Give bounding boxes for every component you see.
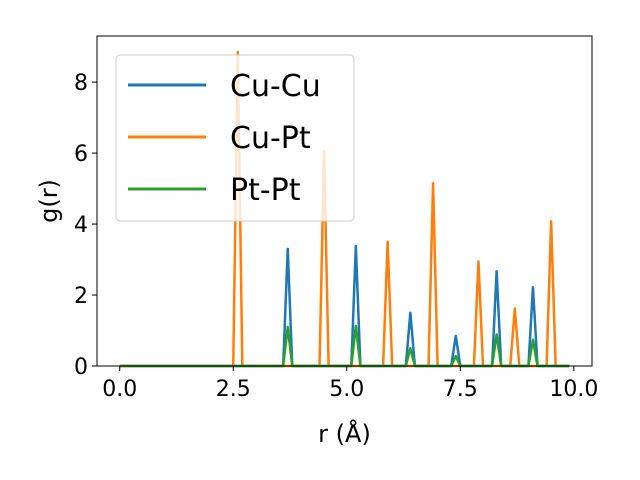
x-axis: 0.0 2.5 5.0 7.5 10.0 — [102, 366, 598, 402]
y-tick-label: 4 — [74, 213, 88, 238]
legend-label-cu-pt: Cu-Pt — [230, 121, 311, 156]
y-tick-label: 8 — [74, 71, 88, 96]
x-axis-label: r (Å) — [318, 419, 371, 448]
y-axis: 0 2 4 6 8 — [74, 71, 97, 380]
x-tick-label: 7.5 — [443, 377, 478, 402]
y-axis-label: g(r) — [35, 179, 63, 223]
legend-label-cu-cu: Cu-Cu — [230, 69, 321, 104]
x-tick-label: 0.0 — [102, 377, 137, 402]
x-tick-label: 2.5 — [216, 377, 251, 402]
legend-box — [115, 54, 355, 222]
plot-frame — [96, 35, 593, 367]
x-tick-label: 5.0 — [329, 377, 364, 402]
legend: Cu-Cu Cu-Pt Pt-Pt — [115, 54, 355, 222]
x-tick-label: 10.0 — [549, 377, 598, 402]
y-tick-label: 0 — [74, 355, 88, 380]
legend-label-pt-pt: Pt-Pt — [230, 173, 301, 208]
y-tick-label: 6 — [74, 142, 88, 167]
y-tick-label: 2 — [74, 284, 88, 309]
